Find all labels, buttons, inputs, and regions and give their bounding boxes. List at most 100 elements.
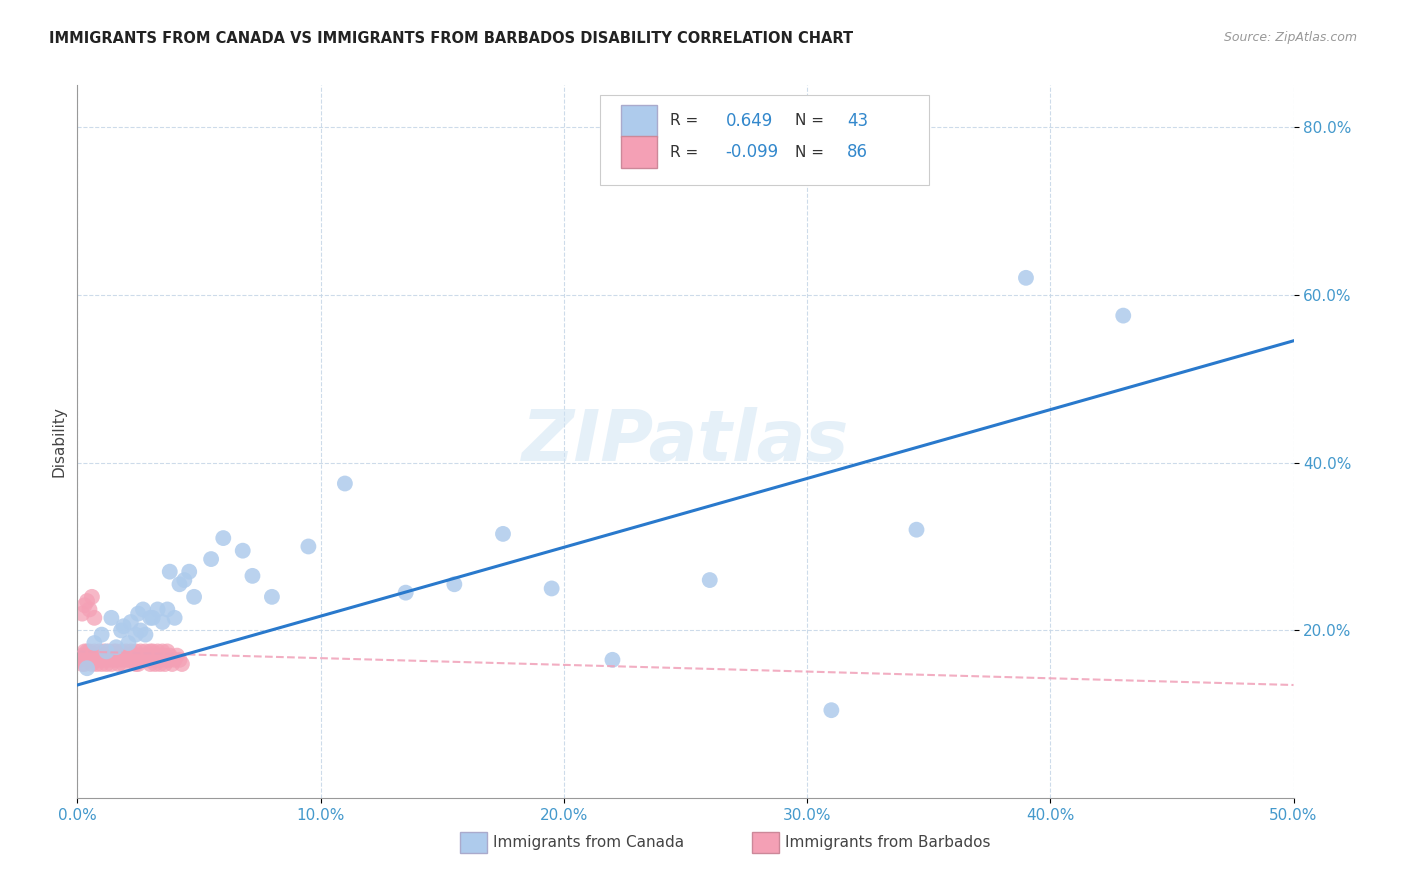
Text: 43: 43	[848, 112, 869, 129]
Point	[333, 476, 356, 491]
Point	[156, 644, 179, 658]
Point	[105, 644, 128, 658]
Point	[139, 657, 162, 671]
Point	[69, 653, 91, 667]
Point	[125, 627, 148, 641]
Point	[127, 648, 149, 663]
Point	[132, 648, 155, 663]
Point	[79, 602, 101, 616]
Point	[297, 540, 319, 554]
Point	[107, 657, 129, 671]
Point	[115, 653, 138, 667]
Point	[110, 644, 132, 658]
Point	[117, 636, 139, 650]
Point	[163, 611, 186, 625]
Point	[163, 653, 186, 667]
Text: N =: N =	[794, 113, 828, 128]
Point	[152, 653, 174, 667]
Text: Immigrants from Barbados: Immigrants from Barbados	[785, 835, 991, 850]
Point	[89, 653, 111, 667]
Point	[96, 648, 118, 663]
Point	[120, 653, 142, 667]
Point	[112, 648, 135, 663]
Point	[70, 657, 93, 671]
Point	[443, 577, 465, 591]
Point	[73, 657, 96, 671]
Point	[105, 640, 128, 655]
Point	[159, 653, 181, 667]
Point	[100, 657, 122, 671]
Point	[160, 657, 183, 671]
Text: IMMIGRANTS FROM CANADA VS IMMIGRANTS FROM BARBADOS DISABILITY CORRELATION CHART: IMMIGRANTS FROM CANADA VS IMMIGRANTS FRO…	[49, 31, 853, 46]
Point	[146, 653, 169, 667]
Point	[96, 644, 118, 658]
Point	[136, 648, 159, 663]
Point	[149, 648, 172, 663]
Point	[76, 594, 98, 608]
Text: -0.099: -0.099	[725, 144, 779, 161]
Text: Immigrants from Canada: Immigrants from Canada	[494, 835, 685, 850]
Point	[96, 657, 118, 671]
Point	[260, 590, 283, 604]
Point	[110, 624, 132, 638]
Point	[136, 653, 159, 667]
Point	[134, 627, 156, 641]
Point	[112, 657, 135, 671]
Point	[127, 607, 149, 621]
Point	[395, 585, 418, 599]
Point	[156, 653, 179, 667]
Point	[115, 644, 138, 658]
Point	[820, 703, 842, 717]
Text: R =: R =	[669, 145, 703, 160]
Point	[83, 653, 105, 667]
Point	[166, 648, 188, 663]
Point	[905, 523, 928, 537]
Point	[142, 644, 165, 658]
Point	[93, 644, 115, 658]
Point	[134, 644, 156, 658]
Text: 86: 86	[848, 144, 868, 161]
Point	[90, 648, 112, 663]
Point	[152, 615, 174, 629]
Point	[1015, 270, 1038, 285]
Point	[152, 644, 174, 658]
Point	[112, 619, 135, 633]
Point	[183, 590, 205, 604]
Point	[100, 648, 122, 663]
Point	[200, 552, 222, 566]
Point	[80, 648, 103, 663]
Point	[70, 648, 93, 663]
Text: 0.649: 0.649	[725, 112, 773, 129]
Point	[159, 648, 181, 663]
Text: R =: R =	[669, 113, 703, 128]
Point	[139, 644, 162, 658]
Point	[125, 644, 148, 658]
Point	[97, 644, 120, 658]
Point	[146, 602, 169, 616]
Point	[90, 627, 112, 641]
Point	[122, 653, 145, 667]
Point	[83, 611, 105, 625]
Point	[146, 644, 169, 658]
Point	[83, 644, 105, 658]
Point	[97, 653, 120, 667]
Point	[143, 657, 166, 671]
Point	[89, 644, 111, 658]
Point	[132, 602, 155, 616]
Point	[232, 543, 254, 558]
Point	[212, 531, 235, 545]
Point	[117, 653, 139, 667]
Point	[127, 657, 149, 671]
Point	[169, 653, 191, 667]
Point	[129, 653, 152, 667]
Point	[93, 653, 115, 667]
Text: N =: N =	[794, 145, 828, 160]
Point	[90, 657, 112, 671]
Point	[76, 661, 98, 675]
Point	[142, 653, 165, 667]
Point	[153, 657, 176, 671]
Point	[120, 615, 142, 629]
Point	[79, 644, 101, 658]
Point	[143, 648, 166, 663]
Bar	[621, 136, 658, 169]
